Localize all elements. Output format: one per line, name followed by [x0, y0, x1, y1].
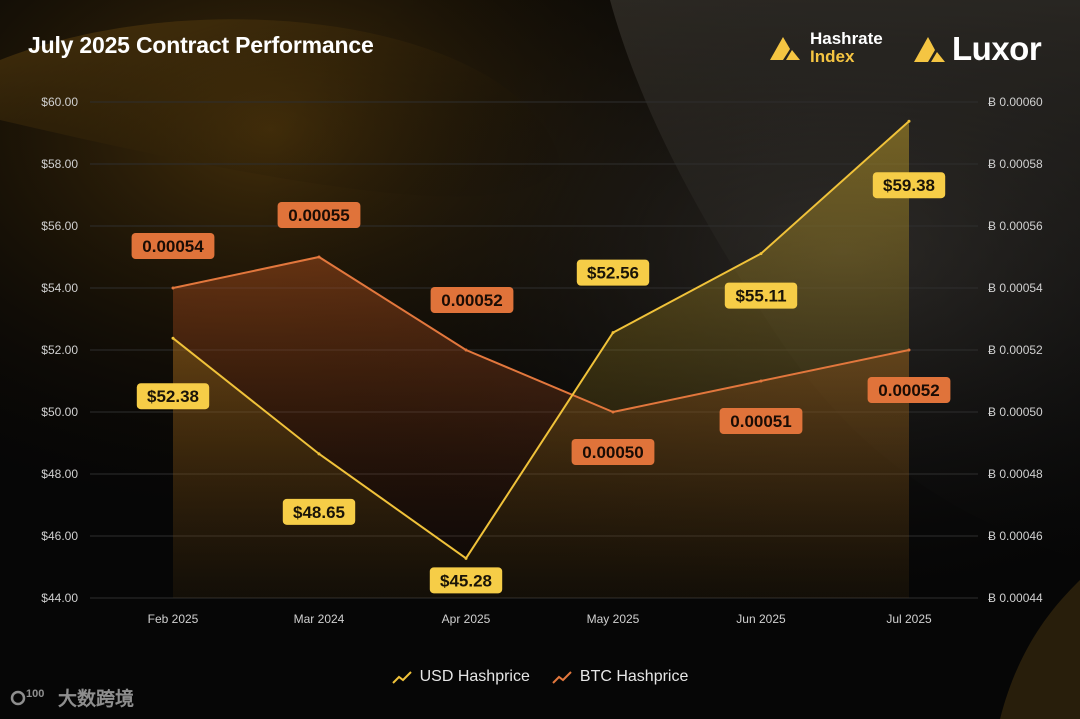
btc-data-label: 0.00050: [582, 443, 643, 462]
usd-data-label: $48.65: [293, 503, 345, 522]
y-left-tick-label: $56.00: [41, 219, 78, 233]
btc-data-label: 0.00052: [878, 381, 939, 400]
usd-data-label-bg: [282, 498, 356, 525]
y-right-tick-label: Ƀ 0.00052: [988, 343, 1043, 357]
usd-point: [759, 252, 763, 256]
y-right-tick-label: Ƀ 0.00050: [988, 405, 1043, 419]
usd-data-label-bg: [136, 383, 210, 410]
btc-line-icon: [552, 671, 572, 684]
btc-data-label: 0.00051: [730, 412, 791, 431]
watermark-text: 大数跨境: [58, 689, 135, 710]
usd-area: [173, 121, 909, 598]
y-right-tick-label: Ƀ 0.00054: [988, 281, 1043, 295]
y-left-tick-label: $58.00: [41, 157, 78, 171]
brand-index-line1: Hashrate: [810, 29, 883, 48]
usd-point: [171, 336, 175, 340]
usd-series-line: [172, 120, 910, 560]
usd-data-label: $59.38: [883, 176, 935, 195]
btc-data-label-bg: [867, 377, 951, 403]
y-right-tick-label: Ƀ 0.00048: [988, 467, 1043, 481]
luxor-logo: Luxor: [912, 30, 1042, 68]
y-left-tick-label: $54.00: [41, 281, 78, 295]
hashrate-index-logo: Hashrate Index: [768, 30, 883, 66]
usd-point: [611, 331, 615, 335]
x-tick-label: Feb 2025: [148, 612, 199, 626]
usd-point: [907, 119, 911, 123]
y-left-tick-label: $50.00: [41, 405, 78, 419]
hashrate-index-icon: [770, 37, 800, 60]
btc-data-label-bg: [719, 408, 803, 434]
btc-point: [759, 379, 763, 383]
y-right-tick-label: Ƀ 0.00046: [988, 529, 1043, 543]
btc-point: [907, 348, 911, 352]
btc-data-label-bg: [277, 202, 361, 228]
usd-data-label: $55.11: [735, 287, 786, 306]
watermark-logo-text: 100: [26, 688, 44, 700]
y-left-tick-label: $48.00: [41, 467, 78, 481]
y-left-tick-label: $44.00: [41, 591, 78, 605]
legend-item-btc[interactable]: BTC Hashprice: [552, 668, 688, 686]
y-left-tick-label: $46.00: [41, 529, 78, 543]
y-left-tick-label: $52.00: [41, 343, 78, 357]
usd-data-label: $52.38: [147, 387, 199, 406]
btc-point: [464, 348, 468, 352]
legend-label-btc: BTC Hashprice: [579, 668, 689, 685]
btc-point: [611, 410, 615, 414]
btc-data-label: 0.00055: [288, 206, 349, 225]
watermark-logo: 100: [10, 688, 44, 705]
usd-data-label-bg: [576, 259, 650, 286]
usd-line-icon: [391, 671, 412, 684]
usd-data-label: $52.56: [587, 264, 639, 283]
chart-title: July 2025 Contract Performance: [28, 32, 374, 58]
x-tick-label: Jun 2025: [736, 612, 786, 626]
luxor-icon: [914, 37, 945, 62]
brand-index-line2: Index: [810, 47, 855, 66]
legend-item-usd[interactable]: USD Hashprice: [391, 668, 530, 686]
y-right-tick-label: Ƀ 0.00044: [988, 591, 1043, 605]
watermark: 100 大数跨境: [10, 684, 134, 711]
btc-series-line: [172, 255, 910, 414]
btc-data-label: 0.00052: [441, 291, 502, 310]
y-right-tick-label: Ƀ 0.00056: [988, 219, 1043, 233]
y-right-tick-label: Ƀ 0.00060: [988, 95, 1043, 109]
brand-luxor: Luxor: [952, 30, 1042, 67]
y-left-tick-label: $60.00: [41, 95, 78, 109]
x-tick-label: Apr 2025: [442, 612, 491, 626]
btc-data-label-bg: [430, 287, 514, 313]
usd-data-label-bg: [724, 282, 798, 309]
btc-point: [317, 255, 321, 259]
usd-data-label-bg: [429, 567, 503, 594]
btc-point: [171, 286, 175, 290]
y-right-tick-label: Ƀ 0.00058: [988, 157, 1043, 171]
x-tick-label: Mar 2024: [294, 612, 345, 626]
legend: USD Hashprice BTC Hashprice: [0, 668, 1080, 686]
usd-data-label-bg: [872, 172, 946, 199]
usd-point: [464, 556, 468, 560]
usd-point: [317, 452, 321, 456]
btc-data-label-bg: [131, 233, 215, 259]
usd-data-label: $45.28: [440, 571, 492, 590]
legend-label-usd: USD Hashprice: [419, 668, 530, 685]
x-tick-label: Jul 2025: [886, 612, 932, 626]
btc-data-label-bg: [571, 439, 655, 465]
x-tick-label: May 2025: [587, 612, 640, 626]
btc-data-label: 0.00054: [142, 237, 204, 256]
